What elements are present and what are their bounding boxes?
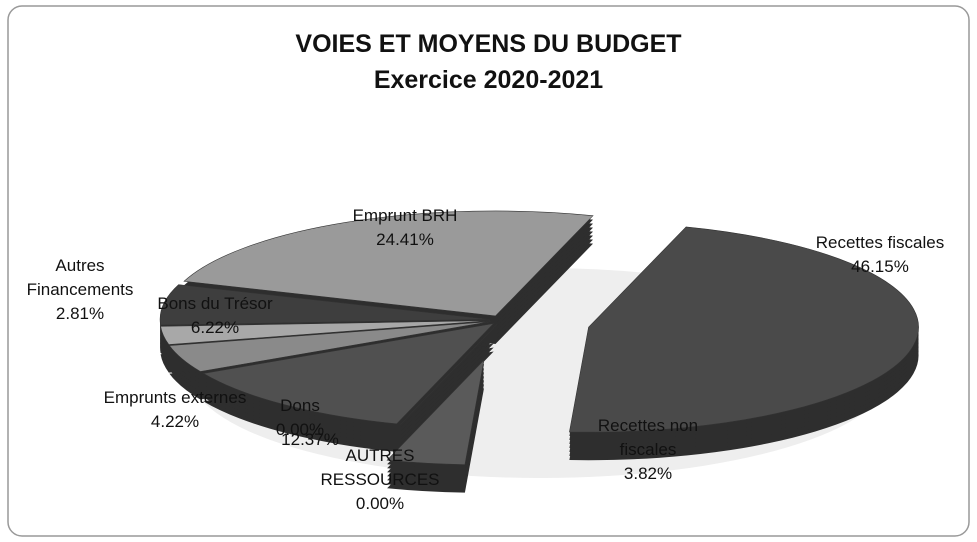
label-name: Bons du Trésor bbox=[157, 294, 273, 313]
data-label: 12.37% bbox=[270, 428, 350, 452]
label-name: Emprunts externes bbox=[103, 388, 247, 407]
label-name: AUTRES RESSOURCES bbox=[320, 446, 440, 489]
slice bbox=[160, 320, 491, 345]
slice bbox=[168, 321, 491, 372]
label-name: Dons bbox=[280, 396, 320, 415]
label-value: 2.81% bbox=[55, 304, 105, 323]
data-label: Dons 0.00% bbox=[260, 394, 340, 442]
slice bbox=[202, 323, 495, 425]
data-label: Emprunts externes 4.22% bbox=[75, 386, 275, 434]
label-value: 0.00% bbox=[275, 420, 325, 439]
data-label: Recettes fiscales 46.15% bbox=[800, 231, 960, 279]
label-value: 4.22% bbox=[150, 412, 200, 431]
slice bbox=[386, 358, 485, 465]
label-value: 24.41% bbox=[376, 230, 434, 249]
slice bbox=[183, 210, 594, 317]
label-name: Recettes non fiscales bbox=[597, 416, 699, 459]
label-value: 6.22% bbox=[190, 318, 240, 337]
chart-title: VOIES ET MOYENS DU BUDGET bbox=[295, 30, 682, 58]
label-value: 12.37% bbox=[281, 430, 339, 449]
data-label: Emprunt BRH 24.41% bbox=[330, 204, 480, 252]
label-value: 0.00% bbox=[355, 494, 405, 513]
data-label: Autres Financements 2.81% bbox=[5, 254, 155, 326]
slice bbox=[399, 324, 498, 425]
label-name: Recettes fiscales bbox=[815, 233, 945, 252]
label-name: Emprunt BRH bbox=[352, 206, 458, 225]
data-label: Recettes non fiscales 3.82% bbox=[583, 414, 713, 486]
label-value: 46.15% bbox=[851, 257, 909, 276]
label-value: 3.82% bbox=[623, 464, 673, 483]
slice bbox=[159, 284, 491, 326]
chart-subtitle: Exercice 2020-2021 bbox=[373, 66, 604, 94]
data-label: Bons du Trésor 6.22% bbox=[140, 292, 290, 340]
data-label: AUTRES RESSOURCES 0.00% bbox=[315, 444, 445, 516]
slice bbox=[569, 226, 919, 433]
label-name: Autres Financements bbox=[26, 256, 134, 299]
